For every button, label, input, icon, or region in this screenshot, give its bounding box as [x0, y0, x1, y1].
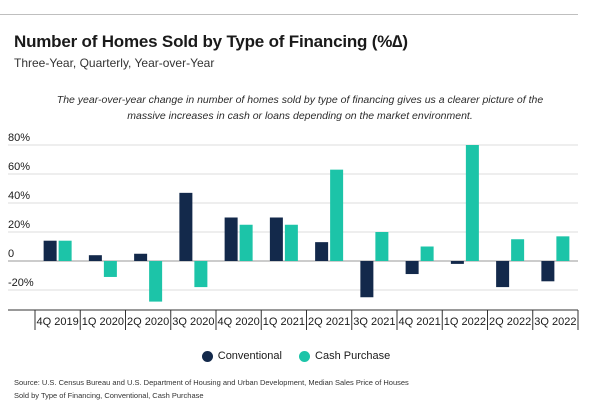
legend-item-conventional: Conventional — [201, 350, 282, 363]
y-tick-label: 20% — [8, 219, 30, 231]
top-rule — [0, 14, 578, 15]
bar-cash-purchase — [511, 239, 525, 261]
x-tick-label: 3Q 2020 — [172, 316, 214, 328]
bar-conventional — [315, 242, 329, 261]
bar-conventional — [269, 217, 283, 261]
legend-item-cash: Cash Purchase — [299, 350, 390, 362]
bar-cash-purchase — [194, 261, 208, 288]
x-tick-label: 4Q 2020 — [218, 316, 260, 328]
x-tick-label: 1Q 2020 — [82, 316, 124, 328]
y-tick-label: 80% — [8, 132, 30, 144]
bar-cash-purchase — [284, 224, 298, 261]
x-tick-label: 1Q 2022 — [444, 316, 486, 328]
x-axis-ticks: 4Q 2019 1Q 2020 2Q 2020 3Q 2020 4Q 2020 1Q 20… — [37, 316, 577, 328]
bar-conventional — [450, 261, 464, 264]
x-tick-label: 2Q 2022 — [489, 316, 531, 328]
y-tick-label: 60% — [8, 161, 30, 173]
bar-conventional — [541, 261, 555, 282]
x-tick-label: 1Q 2021 — [263, 316, 305, 328]
legend-swatch-cash — [299, 350, 311, 362]
legend-label-conventional: Conventional — [217, 350, 282, 363]
bar-conventional — [88, 255, 102, 261]
y-tick-label: -20% — [8, 277, 34, 289]
bar-conventional — [496, 261, 510, 288]
bar-conventional — [43, 240, 57, 261]
bar-conventional — [405, 261, 419, 275]
legend-swatch-conventional — [201, 350, 213, 362]
gridlines — [8, 144, 578, 291]
legend-label-cash: Cash Purchase — [315, 350, 391, 363]
bar-conventional — [179, 192, 193, 261]
x-axis — [8, 309, 579, 330]
bar-cash-purchase — [465, 145, 479, 261]
bar-conventional — [360, 261, 374, 298]
y-tick-label: 0 — [8, 248, 14, 260]
bar-cash-purchase — [375, 232, 389, 261]
bar-cash-purchase — [420, 246, 434, 261]
bar-cash-purchase — [103, 261, 117, 277]
chart-subtitle: Three-Year, Quarterly, Year-over-Year — [14, 56, 215, 70]
source-note: Source: U.S. Census Bureau and U.S. Depa… — [14, 378, 409, 400]
x-tick-label: 3Q 2021 — [353, 316, 395, 328]
bar-cash-purchase — [58, 240, 72, 261]
bar-conventional — [224, 217, 238, 261]
chart-annotation: The year-over-year change in number of h… — [56, 94, 544, 122]
bar-cash-purchase — [149, 261, 163, 302]
bar-cash-purchase — [330, 169, 344, 261]
x-tick-label: 3Q 2022 — [534, 316, 576, 328]
y-axis-ticks: 80% 60% 40% 20% 0 -20% — [8, 132, 34, 289]
bar-conventional — [134, 253, 148, 261]
x-tick-label: 4Q 2019 — [37, 316, 79, 328]
legend: Conventional Cash Purchase — [0, 350, 592, 362]
x-tick-label: 2Q 2020 — [127, 316, 169, 328]
x-tick-label: 4Q 2021 — [399, 316, 441, 328]
chart-title: Number of Homes Sold by Type of Financin… — [14, 32, 408, 51]
x-tick-label: 2Q 2021 — [308, 316, 350, 328]
y-tick-label: 40% — [8, 190, 30, 202]
bars — [43, 145, 570, 302]
bar-chart: 80%60%40%20%0-20% 4Q 2019 1Q 2020 2Q 2020 3… — [8, 132, 579, 330]
bar-cash-purchase — [239, 224, 253, 261]
bar-cash-purchase — [556, 236, 570, 261]
